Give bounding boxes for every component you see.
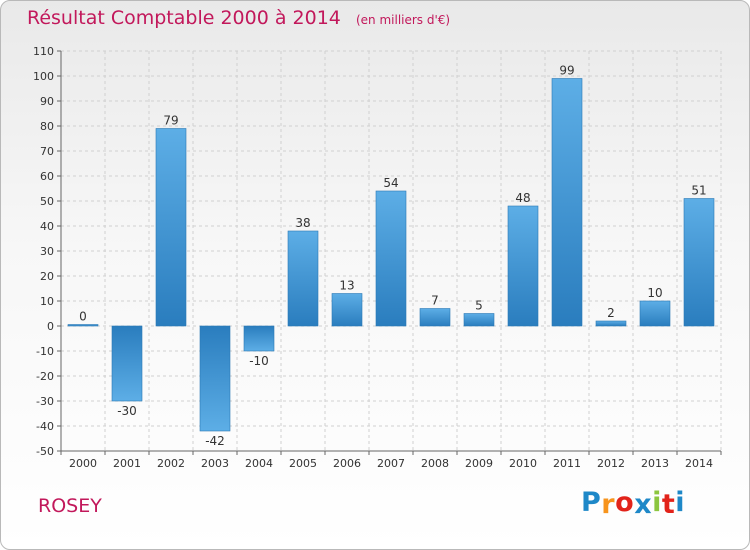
logo-letter: o [615,487,635,518]
data-label: -30 [117,404,137,418]
y-tick-label: 50 [40,195,54,208]
y-tick-label: -10 [36,345,54,358]
data-label: 2 [607,306,615,320]
y-tick-label: 110 [33,45,54,58]
bars [67,78,715,432]
logo-letter: i [675,487,686,518]
data-label: -42 [205,434,225,448]
x-tick-label: 2000 [69,457,97,470]
bar-2005 [287,230,319,327]
y-tick-label: 70 [40,145,54,158]
data-label: 10 [647,286,662,300]
x-tick-label: 2013 [641,457,669,470]
x-tick-label: 2008 [421,457,449,470]
chart-unit: (en milliers d'€) [355,13,451,27]
bar-2011 [551,78,583,327]
logo-letter: P [581,487,602,518]
y-tick-label: 100 [33,70,54,83]
y-tick-label: -40 [36,420,54,433]
y-tick-label: -20 [36,370,54,383]
bar-2007 [375,190,407,327]
y-tick-label: 60 [40,170,54,183]
x-tick-label: 2010 [509,457,537,470]
data-label: 38 [295,216,310,230]
bar-2014 [683,198,715,327]
logo-letter: t [661,489,676,520]
bar-2003 [199,325,231,432]
bar-2013 [639,300,671,327]
bar-2009 [463,313,495,327]
x-tick-label: 2001 [113,457,141,470]
x-tick-label: 2007 [377,457,405,470]
x-tick-label: 2005 [289,457,317,470]
x-tick-label: 2006 [333,457,361,470]
data-label: -10 [249,354,269,368]
bar-2002 [155,128,187,327]
bar-2010 [507,205,539,327]
x-tick-label: 2009 [465,457,493,470]
y-tick-label: 20 [40,270,54,283]
data-label: 5 [475,299,483,313]
labels: -50-40-30-20-100102030405060708090100110… [33,45,713,470]
bar-2004 [243,325,275,352]
x-tick-label: 2002 [157,457,185,470]
x-tick-label: 2011 [553,457,581,470]
y-tick-label: 0 [47,320,54,333]
bar-2006 [331,293,363,327]
data-label: 79 [163,114,178,128]
logo-letter: r [601,489,616,520]
y-tick-label: -50 [36,445,54,458]
x-tick-label: 2012 [597,457,625,470]
x-tick-label: 2003 [201,457,229,470]
chart-title: Résultat Comptable 2000 à 2014 [27,7,341,29]
bar-2001 [111,325,143,402]
data-label: 7 [431,294,439,308]
x-tick-label: 2004 [245,457,273,470]
commune-name: ROSEY [38,495,102,517]
data-label: 51 [691,184,706,198]
data-label: 54 [383,176,398,190]
y-tick-label: 80 [40,120,54,133]
data-label: 0 [79,310,87,324]
data-label: 99 [559,64,574,78]
y-tick-label: 10 [40,295,54,308]
data-label: 48 [515,191,530,205]
bar-2000 [67,324,99,327]
y-tick-label: -30 [36,395,54,408]
bar-2012 [595,320,627,327]
y-tick-label: 40 [40,220,54,233]
logo-letter: x [634,489,653,520]
y-tick-label: 90 [40,95,54,108]
proxiti-logo: Proxiti [581,487,686,520]
data-label: 13 [339,279,354,293]
logo-letter: i [652,487,662,518]
y-tick-label: 30 [40,245,54,258]
axes [57,50,722,455]
title-line: Résultat Comptable 2000 à 2014 (en milli… [27,7,450,29]
bar-2008 [419,308,451,327]
x-tick-label: 2014 [685,457,713,470]
